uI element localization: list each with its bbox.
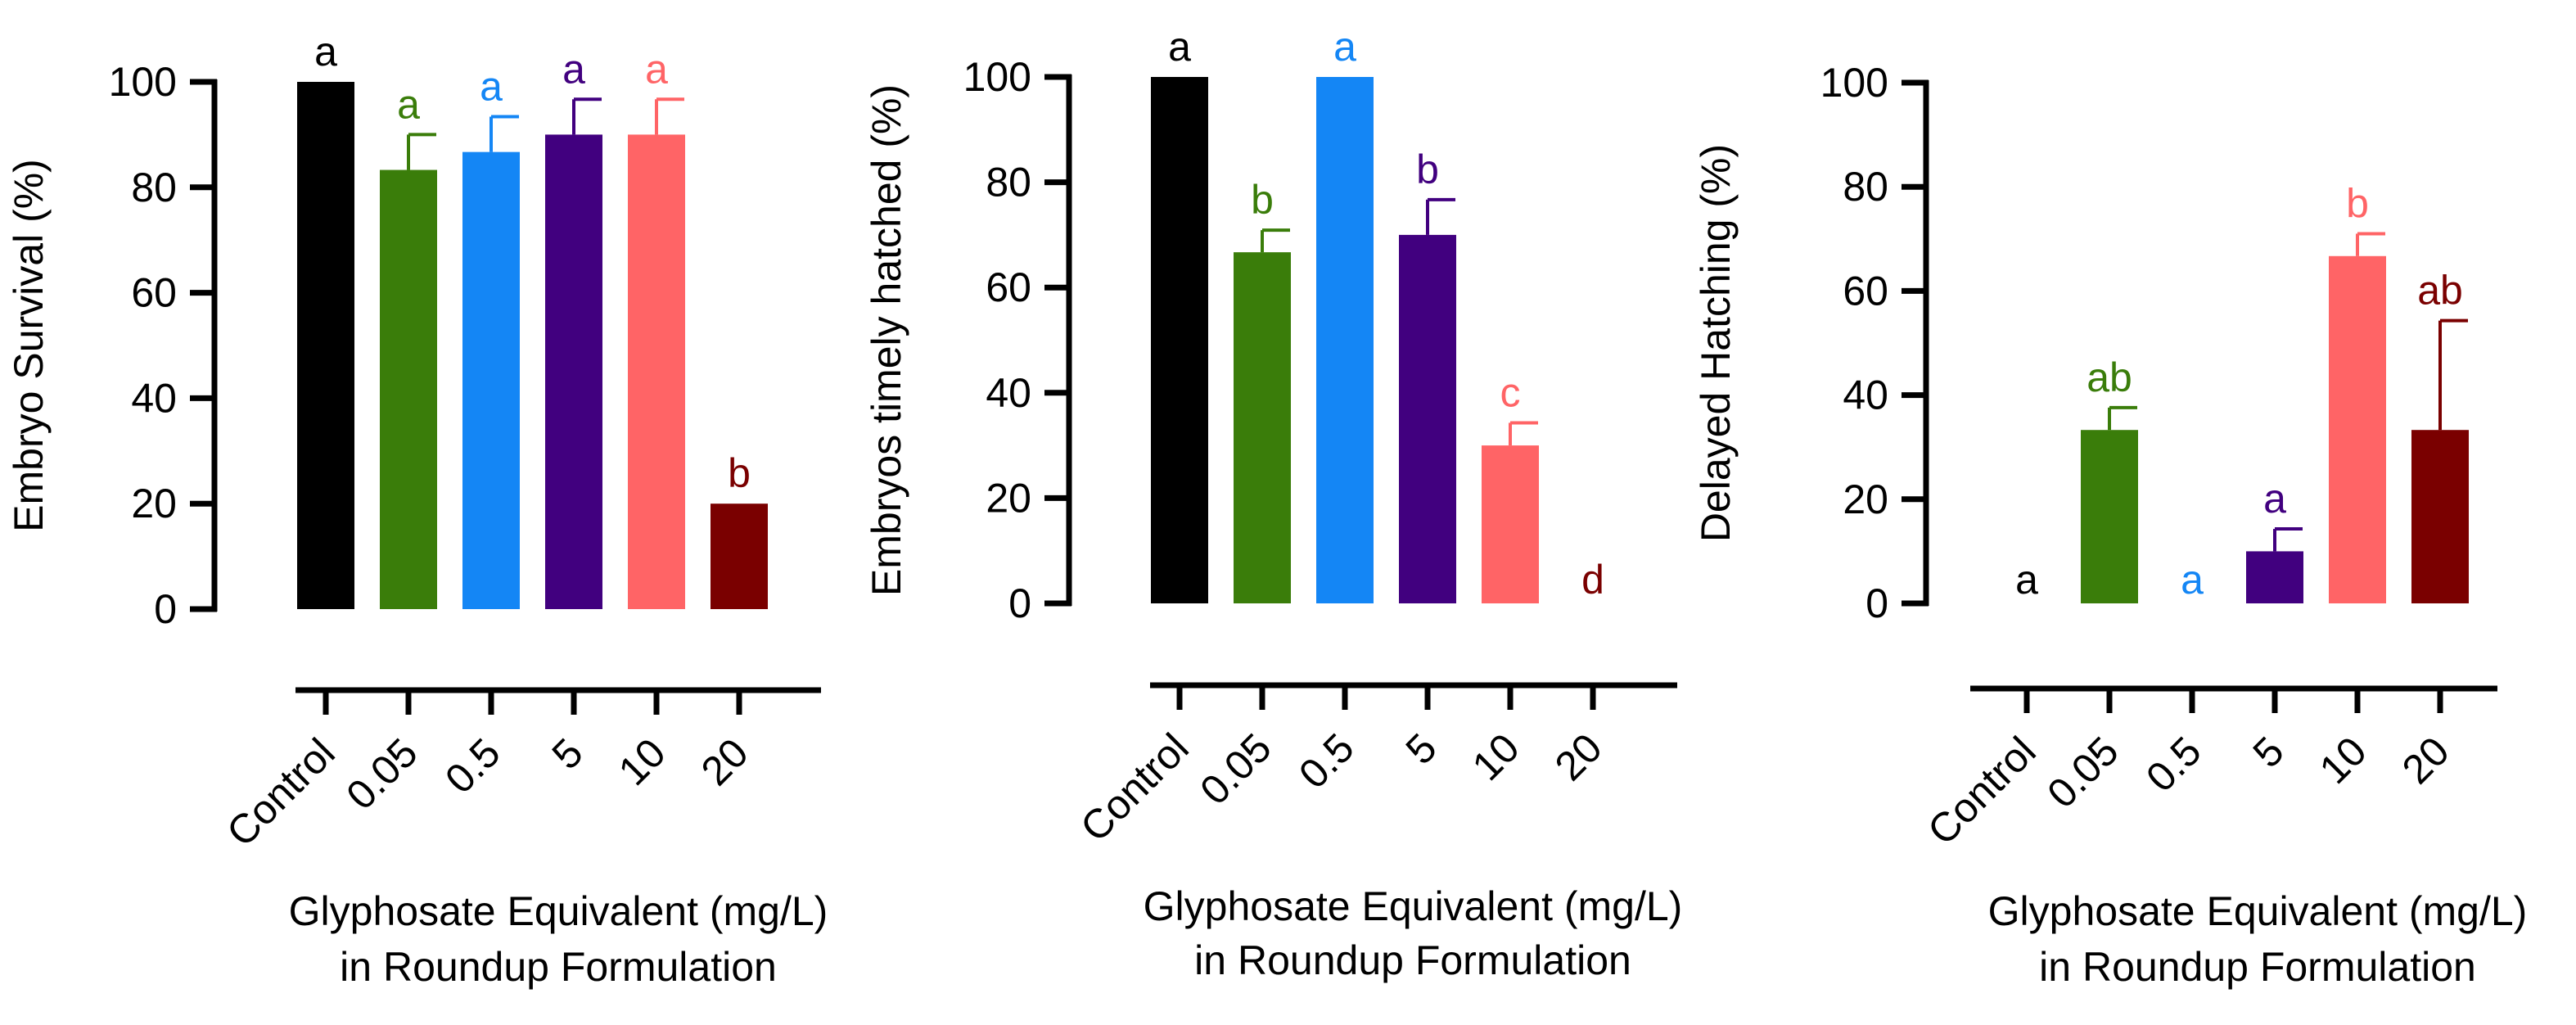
bar — [545, 134, 602, 609]
bar — [2411, 430, 2469, 603]
x-tick-label: 0.05 — [1191, 725, 1279, 813]
y-tick-label: 60 — [1843, 268, 1888, 314]
y-tick-label: 0 — [1865, 580, 1888, 626]
y-axis-title: Embryos timely hatched (%) — [864, 84, 909, 596]
x-tick-label: 0.5 — [1290, 725, 1363, 797]
x-tick-label: 0.05 — [2038, 728, 2127, 816]
x-tick-label: 20 — [1546, 725, 1611, 789]
chart-panel-1: 0 20 40 60 80 100 Embryo Survival (%) a a a a a b Con… — [6, 29, 828, 990]
y-tick-label: 100 — [963, 54, 1031, 100]
y-tick-label: 40 — [1843, 373, 1888, 418]
bar — [2246, 551, 2303, 603]
significance-letter: a — [2263, 476, 2286, 522]
significance-letter: b — [1251, 177, 1274, 223]
significance-letter: a — [1333, 24, 1356, 70]
y-tick-label: 0 — [1008, 580, 1031, 626]
y-axis-title: Delayed Hatching (%) — [1693, 144, 1739, 542]
significance-letter: ab — [2417, 268, 2463, 314]
y-tick-label: 80 — [986, 160, 1031, 205]
y-tick-label: 40 — [986, 370, 1031, 416]
significance-letter: a — [314, 29, 337, 75]
bar — [380, 169, 437, 610]
bar — [628, 134, 685, 609]
x-tick-label: 10 — [1464, 725, 1528, 789]
chart-panel-2: 0 20 40 60 80 100 Embryos timely hatched (%) a b… — [864, 24, 1682, 983]
y-tick-label: 20 — [986, 475, 1031, 521]
x-tick-label: 5 — [1397, 725, 1446, 773]
significance-letter: b — [1416, 147, 1439, 192]
bar — [1482, 445, 1539, 603]
y-tick-label: 20 — [1843, 476, 1888, 522]
x-tick-label: 20 — [692, 729, 757, 794]
x-tick-label: Control — [1919, 728, 2045, 854]
bar — [1316, 77, 1374, 603]
bar — [2081, 430, 2138, 603]
significance-letter: a — [1168, 24, 1191, 70]
x-axis-title-line-1: Glyphosate Equivalent (mg/L) — [1988, 888, 2528, 934]
significance-letter: c — [1500, 369, 1521, 415]
x-tick-label: 0.5 — [2137, 728, 2210, 801]
y-tick-label: 100 — [109, 59, 177, 105]
bar — [1234, 252, 1291, 603]
y-tick-label: 60 — [131, 270, 177, 316]
significance-letter: d — [1581, 557, 1604, 603]
significance-letter: a — [397, 81, 420, 127]
y-tick-label: 100 — [1820, 60, 1888, 106]
bar — [711, 503, 768, 609]
bar — [1151, 77, 1208, 603]
x-tick-label: 0.05 — [337, 729, 426, 818]
bar — [1399, 234, 1456, 603]
significance-letter: a — [2181, 557, 2204, 603]
y-tick-label: 80 — [1843, 164, 1888, 210]
significance-letter: a — [562, 46, 585, 92]
significance-letter: b — [2346, 180, 2369, 226]
x-axis-title-line-2: in Roundup Formulation — [1194, 937, 1631, 983]
y-axis-title: Embryo Survival (%) — [6, 159, 52, 532]
y-tick-label: 20 — [131, 481, 177, 526]
x-tick-label: Control — [218, 729, 344, 856]
x-tick-label: 20 — [2393, 728, 2458, 792]
y-tick-label: 0 — [154, 586, 177, 632]
x-tick-label: 5 — [544, 729, 592, 778]
significance-letter: a — [2015, 557, 2038, 603]
x-axis-title-line-1: Glyphosate Equivalent (mg/L) — [1144, 883, 1683, 929]
bar — [2329, 255, 2386, 603]
x-tick-label: 10 — [2311, 728, 2375, 792]
significance-letter: b — [728, 450, 751, 496]
significance-letter: a — [645, 46, 668, 92]
x-axis-title-line-1: Glyphosate Equivalent (mg/L) — [289, 888, 828, 934]
x-tick-label: 10 — [610, 729, 674, 794]
significance-letter: ab — [2087, 354, 2132, 400]
y-tick-label: 40 — [131, 375, 177, 421]
significance-letter: a — [480, 64, 503, 110]
bar — [462, 151, 520, 610]
y-tick-label: 80 — [131, 165, 177, 210]
y-tick-label: 60 — [986, 264, 1031, 310]
x-tick-label: Control — [1071, 725, 1198, 851]
x-tick-label: 0.5 — [436, 729, 509, 802]
x-axis-title-line-2: in Roundup Formulation — [340, 944, 777, 990]
x-tick-label: 5 — [2244, 728, 2293, 776]
bar — [297, 82, 354, 609]
x-axis-title-line-2: in Roundup Formulation — [2039, 944, 2476, 990]
